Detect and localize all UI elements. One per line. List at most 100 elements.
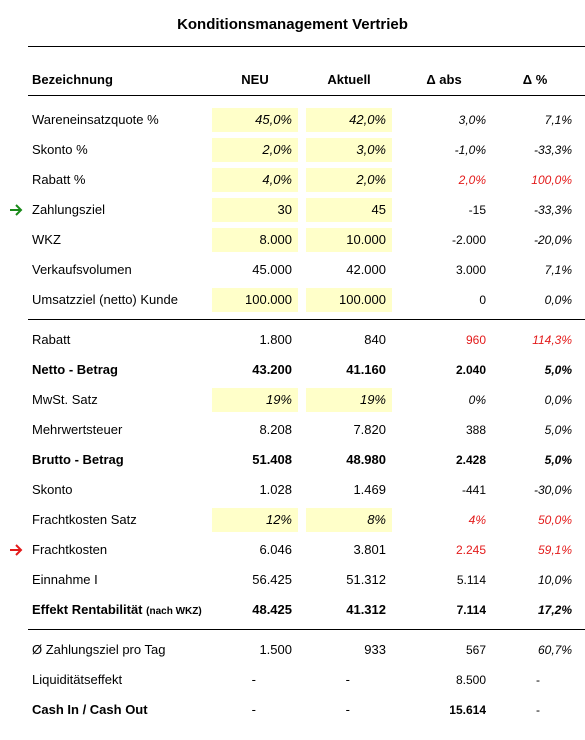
delta-abs: 567 (465, 643, 486, 657)
delta-abs: 8.500 (455, 673, 486, 687)
table-row-cash-in-out: Cash In / Cash Out - - 15.614 - (0, 698, 585, 722)
input-aktuell[interactable]: 100.000 (306, 288, 392, 312)
table-header: Bezeichnung NEU Aktuell Δ abs Δ % (0, 68, 585, 92)
header-neu: NEU (241, 72, 269, 87)
delta-pct: 5,0% (544, 453, 572, 467)
value-aktuell: 7.820 (353, 422, 386, 437)
table-row-mehrwertsteuer: Mehrwertsteuer 8.208 7.820 388 5,0% (0, 418, 585, 442)
input-aktuell[interactable]: 45 (306, 198, 392, 222)
value-aktuell: - (345, 672, 350, 687)
delta-abs: 3,0% (458, 113, 486, 127)
row-label-main: Effekt Rentabilität (32, 602, 143, 617)
table-row-frachtkosten: Frachtkosten 6.046 3.801 2.245 59,1% (0, 538, 585, 562)
red-arrow-icon (10, 544, 23, 556)
input-neu[interactable]: 19% (212, 388, 298, 412)
input-neu[interactable]: 8.000 (212, 228, 298, 252)
delta-abs: 0% (468, 393, 486, 407)
value-neu: - (251, 672, 256, 687)
row-label: Rabatt % (32, 172, 86, 187)
row-label: MwSt. Satz (32, 392, 98, 407)
input-neu[interactable]: 2,0% (212, 138, 298, 162)
table-row-brutto-betrag: Brutto - Betrag 51.408 48.980 2.428 5,0% (0, 448, 585, 472)
delta-pct: 60,7% (537, 643, 572, 657)
value-aktuell: 3.801 (353, 542, 386, 557)
table-row-einnahme: Einnahme I 56.425 51.312 5.114 10,0% (0, 568, 585, 592)
table-row-wareneinsatzquote: Wareneinsatzquote % 45,0% 42,0% 3,0% 7,1… (0, 108, 585, 132)
table-row-mwst-satz: MwSt. Satz 19% 19% 0% 0,0% (0, 388, 585, 412)
row-label: Rabatt (32, 332, 71, 347)
delta-pct: -20,0% (533, 233, 572, 247)
input-aktuell[interactable]: 42,0% (306, 108, 392, 132)
delta-pct: -33,3% (533, 143, 572, 157)
delta-abs: -1,0% (454, 143, 486, 157)
header-bezeichnung: Bezeichnung (32, 72, 113, 87)
row-label: Ø Zahlungsziel pro Tag (32, 642, 166, 657)
table-row-skonto: Skonto 1.028 1.469 -441 -30,0% (0, 478, 585, 502)
delta-pct: 59,1% (537, 543, 572, 557)
delta-abs: 15.614 (449, 703, 486, 717)
delta-pct: 7,1% (544, 263, 572, 277)
table-row-skonto-pct: Skonto % 2,0% 3,0% -1,0% -33,3% (0, 138, 585, 162)
delta-abs: 3.000 (455, 263, 486, 277)
input-neu[interactable]: 45,0% (212, 108, 298, 132)
value-neu: - (251, 702, 256, 717)
value-neu: 6.046 (259, 542, 292, 557)
input-neu[interactable]: 30 (212, 198, 298, 222)
delta-abs: 2.428 (455, 453, 486, 467)
row-label: WKZ (32, 232, 61, 247)
delta-pct: 5,0% (544, 423, 572, 437)
input-neu[interactable]: 100.000 (212, 288, 298, 312)
header-delta-pct: Δ % (522, 72, 548, 87)
delta-abs: 0 (479, 293, 486, 307)
row-label: Effekt Rentabilität (nach WKZ) (32, 598, 212, 622)
value-neu: 1.500 (259, 642, 292, 657)
delta-abs: 2,0% (458, 173, 486, 187)
delta-abs: -2.000 (451, 233, 486, 247)
input-aktuell[interactable]: 8% (306, 508, 392, 532)
delta-pct: -30,0% (533, 483, 572, 497)
value-neu: 51.408 (252, 452, 292, 467)
row-label: Umsatzziel (netto) Kunde (32, 292, 178, 307)
row-label-suffix: (nach WKZ) (146, 606, 202, 617)
value-aktuell: 933 (364, 642, 386, 657)
delta-pct: 100,0% (531, 173, 572, 187)
delta-abs: 2.245 (455, 543, 486, 557)
delta-pct: 114,3% (532, 333, 572, 347)
delta-pct: 17,2% (537, 603, 572, 617)
delta-pct: 10,0% (537, 573, 572, 587)
input-aktuell[interactable]: 2,0% (306, 168, 392, 192)
delta-abs: 7.114 (456, 603, 486, 617)
input-neu[interactable]: 4,0% (212, 168, 298, 192)
row-label: Verkaufsvolumen (32, 262, 132, 277)
value-aktuell: - (345, 702, 350, 717)
delta-pct: -33,3% (533, 203, 572, 217)
divider-section-1 (28, 319, 585, 320)
input-neu[interactable]: 12% (212, 508, 298, 532)
row-label: Liquiditätseffekt (32, 672, 123, 687)
row-label: Frachtkosten Satz (32, 512, 137, 527)
row-label: Skonto % (32, 142, 88, 157)
value-neu: 1.800 (259, 332, 292, 347)
table-row-verkaufsvolumen: Verkaufsvolumen 45.000 42.000 3.000 7,1% (0, 258, 585, 282)
table-row-netto-betrag: Netto - Betrag 43.200 41.160 2.040 5,0% (0, 358, 585, 382)
delta-abs: 388 (465, 423, 486, 437)
page-title: Konditionsmanagement Vertrieb (177, 16, 408, 33)
input-aktuell[interactable]: 10.000 (306, 228, 392, 252)
table-row-zahlungsziel: Zahlungsziel 30 45 -15 -33,3% (0, 198, 585, 222)
delta-pct: 5,0% (544, 363, 572, 377)
input-aktuell[interactable]: 19% (306, 388, 392, 412)
row-label: Einnahme I (32, 572, 98, 587)
delta-pct: 50,0% (537, 513, 572, 527)
row-label: Netto - Betrag (32, 362, 118, 377)
delta-pct: 7,1% (544, 113, 572, 127)
row-label: Zahlungsziel (32, 202, 105, 217)
table-row-frachtkosten-satz: Frachtkosten Satz 12% 8% 4% 50,0% (0, 508, 585, 532)
value-aktuell: 41.160 (346, 362, 386, 377)
table-row-rabatt: Rabatt 1.800 840 960 114,3% (0, 328, 585, 352)
input-aktuell[interactable]: 3,0% (306, 138, 392, 162)
delta-abs: 4% (468, 513, 486, 527)
row-label: Brutto - Betrag (32, 452, 124, 467)
value-neu: 56.425 (252, 572, 292, 587)
value-aktuell: 51.312 (346, 572, 386, 587)
table-row-effekt-rentabilitaet: Effekt Rentabilität (nach WKZ) 48.425 41… (0, 598, 585, 622)
